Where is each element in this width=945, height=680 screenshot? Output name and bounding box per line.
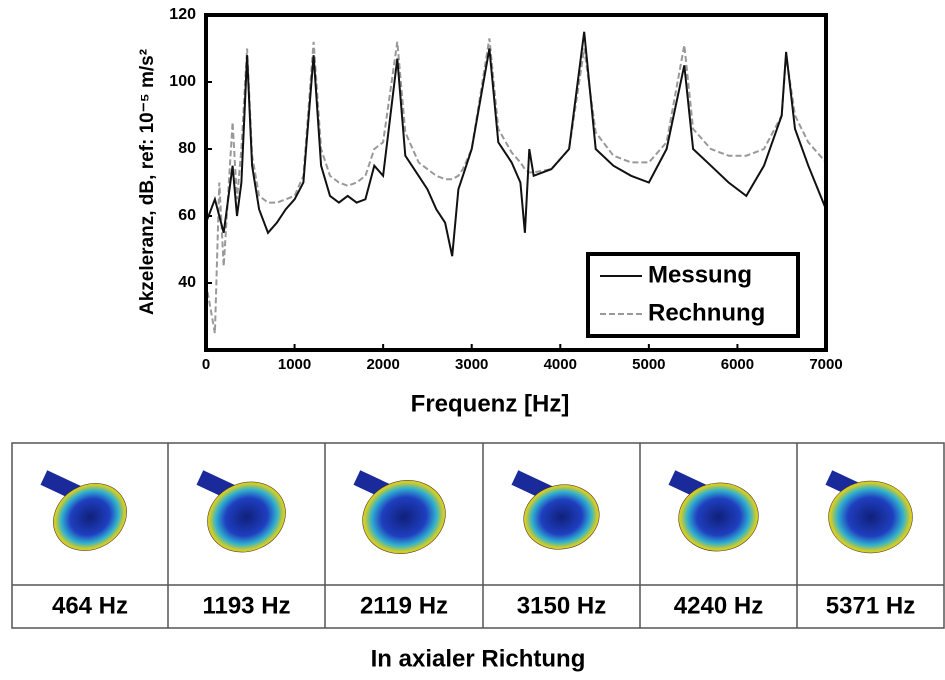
y-tick-label: 100 bbox=[169, 73, 196, 90]
x-axis-label: Frequenz [Hz] bbox=[411, 390, 570, 417]
mode-shape bbox=[362, 480, 446, 554]
mode-table bbox=[11, 442, 945, 629]
y-axis-label: Akzeleranz, dB, ref: 10⁻⁵ m/s² bbox=[137, 49, 158, 315]
x-tick-label: 5000 bbox=[632, 356, 665, 373]
x-tick-label: 0 bbox=[202, 356, 210, 373]
mode-label: 3150 Hz bbox=[517, 592, 606, 619]
x-tick-label: 2000 bbox=[366, 356, 399, 373]
caption: In axialer Richtung bbox=[371, 645, 586, 672]
mode-shape bbox=[207, 481, 286, 553]
mode-shape bbox=[523, 484, 600, 550]
mode-shape bbox=[53, 483, 127, 551]
legend-label: Rechnung bbox=[648, 299, 765, 326]
mode-shape bbox=[828, 480, 913, 554]
mode-label: 4240 Hz bbox=[674, 592, 763, 619]
x-tick-label: 6000 bbox=[721, 356, 754, 373]
y-tick-label: 80 bbox=[178, 140, 196, 157]
mode-label: 464 Hz bbox=[52, 592, 128, 619]
mode-label: 1193 Hz bbox=[202, 592, 290, 619]
mode-label: 2119 Hz bbox=[360, 592, 448, 619]
mode-label: 5371 Hz bbox=[826, 592, 915, 619]
mode-shape bbox=[678, 482, 759, 552]
legend-label: Messung bbox=[648, 261, 752, 288]
y-tick-label: 120 bbox=[169, 6, 196, 23]
legend-box bbox=[586, 252, 800, 338]
data-line bbox=[205, 31, 827, 257]
x-tick-label: 4000 bbox=[544, 356, 577, 373]
data-line bbox=[205, 38, 827, 334]
x-tick-label: 1000 bbox=[278, 356, 311, 373]
plot-frame bbox=[204, 13, 828, 352]
y-tick-label: 60 bbox=[178, 207, 196, 224]
x-tick-label: 7000 bbox=[809, 356, 842, 373]
y-tick-label: 40 bbox=[178, 274, 196, 291]
x-tick-label: 3000 bbox=[455, 356, 488, 373]
